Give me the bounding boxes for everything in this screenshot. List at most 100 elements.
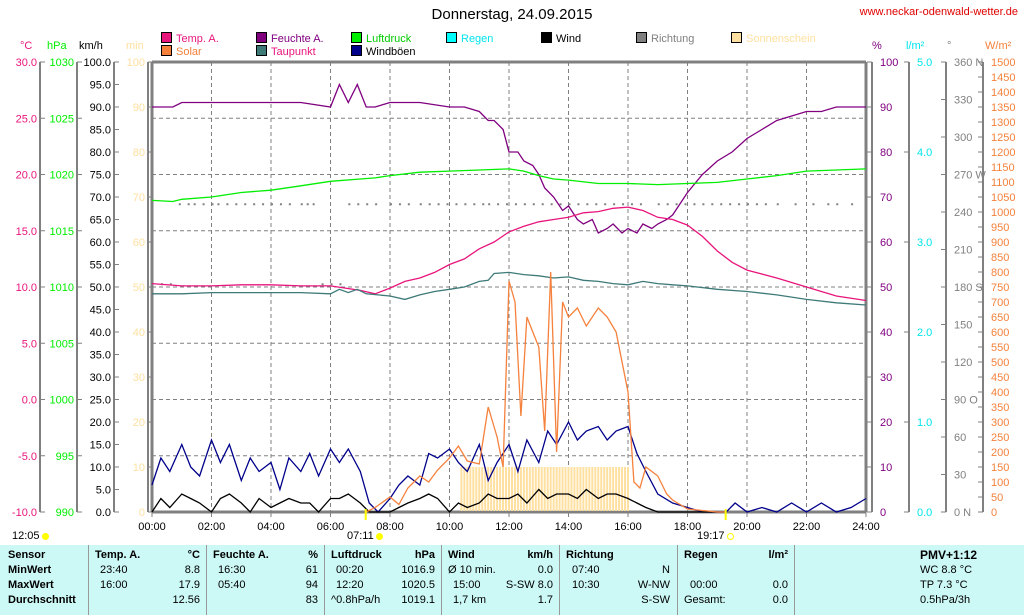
pressure-trend-3h: 0.5hPa/3h bbox=[920, 594, 971, 606]
wind-min-value: 0.0 bbox=[537, 564, 553, 576]
direction-point bbox=[827, 203, 830, 206]
tick-label-direction: 240 bbox=[954, 207, 972, 219]
direction-point bbox=[262, 203, 265, 206]
direction-point bbox=[675, 203, 678, 206]
tick-label-solar: 1050 bbox=[991, 192, 1015, 204]
direction-point bbox=[666, 203, 669, 206]
tick-label-temp: 25.0 bbox=[16, 113, 37, 125]
x-tick-label: 00:00 bbox=[138, 521, 166, 533]
tick-label-wind: 30.0 bbox=[90, 372, 111, 384]
direction-point bbox=[178, 203, 181, 206]
tick-label-rain: 4.0 bbox=[917, 147, 932, 159]
rain-unit: l/m² bbox=[768, 549, 788, 561]
tick-label-humidity: 0 bbox=[880, 507, 886, 519]
direction-point bbox=[407, 203, 410, 206]
tick-label-solar: 750 bbox=[991, 282, 1009, 294]
direction-point bbox=[288, 203, 291, 206]
legend-label: Regen bbox=[461, 33, 494, 45]
wind-run: 1,7 km bbox=[453, 594, 487, 606]
direction-point bbox=[339, 283, 342, 286]
sun-icon bbox=[41, 533, 49, 540]
direction-point bbox=[764, 203, 767, 206]
legend-swatch bbox=[256, 32, 267, 43]
legend-item-direction: Richtung bbox=[636, 32, 694, 45]
tick-label-humidity: 70 bbox=[880, 192, 892, 204]
tick-label-direction: 150 bbox=[954, 320, 972, 332]
tick-label-sunshine: 20 bbox=[133, 417, 145, 429]
sunset-icon bbox=[726, 533, 734, 540]
tick-label-humidity: 20 bbox=[880, 417, 892, 429]
legend-swatch bbox=[731, 32, 742, 43]
legend-swatch bbox=[161, 45, 172, 56]
tick-label-solar: 100 bbox=[991, 477, 1009, 489]
legend-swatch bbox=[446, 32, 457, 43]
tick-label-wind: 0.0 bbox=[96, 507, 111, 519]
humidity-header: Feuchte A. bbox=[213, 549, 269, 561]
direction-point bbox=[398, 203, 401, 206]
tick-label-sunshine: 50 bbox=[133, 282, 145, 294]
divider bbox=[88, 545, 89, 615]
tick-label-solar: 550 bbox=[991, 342, 1009, 354]
tick-label-direction: 210 bbox=[954, 245, 972, 257]
wind-max-time: 15:00 bbox=[453, 579, 481, 591]
tick-label-solar: 450 bbox=[991, 372, 1009, 384]
tick-label-humidity: 30 bbox=[880, 372, 892, 384]
direction-point bbox=[550, 203, 553, 206]
direction-point bbox=[488, 203, 491, 206]
tick-label-solar: 1250 bbox=[991, 132, 1015, 144]
tick-label-wind: 80.0 bbox=[90, 147, 111, 159]
temp-min-time: 23:40 bbox=[100, 564, 128, 576]
tick-label-wind: 35.0 bbox=[90, 350, 111, 362]
x-tick-label: 16:00 bbox=[614, 521, 642, 533]
tick-label-pressure: 1025 bbox=[50, 113, 74, 125]
pressure-max-value: 1020.5 bbox=[401, 579, 435, 591]
tick-label-temp: 0.0 bbox=[22, 395, 37, 407]
direction-point bbox=[514, 203, 517, 206]
tick-label-wind: 95.0 bbox=[90, 80, 111, 92]
legend-label: Taupunkt bbox=[271, 46, 316, 58]
humidity-min-time: 16:30 bbox=[218, 564, 246, 576]
x-tick-label: 06:00 bbox=[317, 521, 345, 533]
tick-label-humidity: 50 bbox=[880, 282, 892, 294]
direction-point bbox=[244, 203, 247, 206]
tick-label-solar: 950 bbox=[991, 222, 1009, 234]
direction-point bbox=[279, 203, 282, 206]
direction-point bbox=[532, 203, 535, 206]
tick-label-wind: 100.0 bbox=[83, 57, 111, 69]
legend-item-solar: Solar bbox=[161, 45, 202, 58]
unit-direction: ° bbox=[947, 40, 952, 52]
direction-max-value: W-NW bbox=[637, 579, 670, 591]
weather-chart: 30.0 25.0 20.0 15.0 10.0 5.0 0.0 -5.0 -10.0 1030 1… bbox=[12, 57, 1016, 533]
legend-swatch bbox=[541, 32, 552, 43]
tick-label-rain: 3.0 bbox=[917, 237, 932, 249]
direction-point bbox=[711, 203, 714, 206]
divider bbox=[794, 545, 795, 615]
tick-label-wind: 25.0 bbox=[90, 395, 111, 407]
pressure-unit: hPa bbox=[414, 549, 435, 561]
direction-point bbox=[559, 203, 562, 206]
direction-point bbox=[348, 203, 351, 206]
humidity-min-value: 61 bbox=[305, 564, 318, 576]
site-url[interactable]: www.neckar-odenwald-wetter.de bbox=[859, 6, 1018, 18]
tick-label-humidity: 40 bbox=[880, 327, 892, 339]
direction-point bbox=[464, 203, 467, 206]
direction-point bbox=[851, 203, 854, 206]
tick-label-sunshine: 80 bbox=[133, 147, 145, 159]
tick-label-temp: 15.0 bbox=[16, 226, 37, 238]
direction-point bbox=[437, 203, 440, 206]
tick-label-wind: 15.0 bbox=[90, 440, 111, 452]
temp-max-value: 17.9 bbox=[178, 579, 200, 591]
direction-point bbox=[217, 203, 220, 206]
direction-point bbox=[321, 283, 324, 286]
tick-label-solar: 1300 bbox=[991, 117, 1015, 129]
unit-temp: °C bbox=[20, 40, 33, 52]
tick-label-sunshine: 70 bbox=[133, 192, 145, 204]
tick-label-direction: 30 bbox=[954, 470, 966, 482]
rain-max-value: 0.0 bbox=[772, 579, 788, 591]
tick-label-solar: 200 bbox=[991, 447, 1009, 459]
tick-label-temp: -5.0 bbox=[18, 451, 37, 463]
tick-label-direction: 300 bbox=[954, 132, 972, 144]
tick-label-solar: 1450 bbox=[991, 72, 1015, 84]
tick-label-direction: 60 bbox=[954, 432, 966, 444]
legend-item-rain: Regen bbox=[446, 32, 493, 45]
